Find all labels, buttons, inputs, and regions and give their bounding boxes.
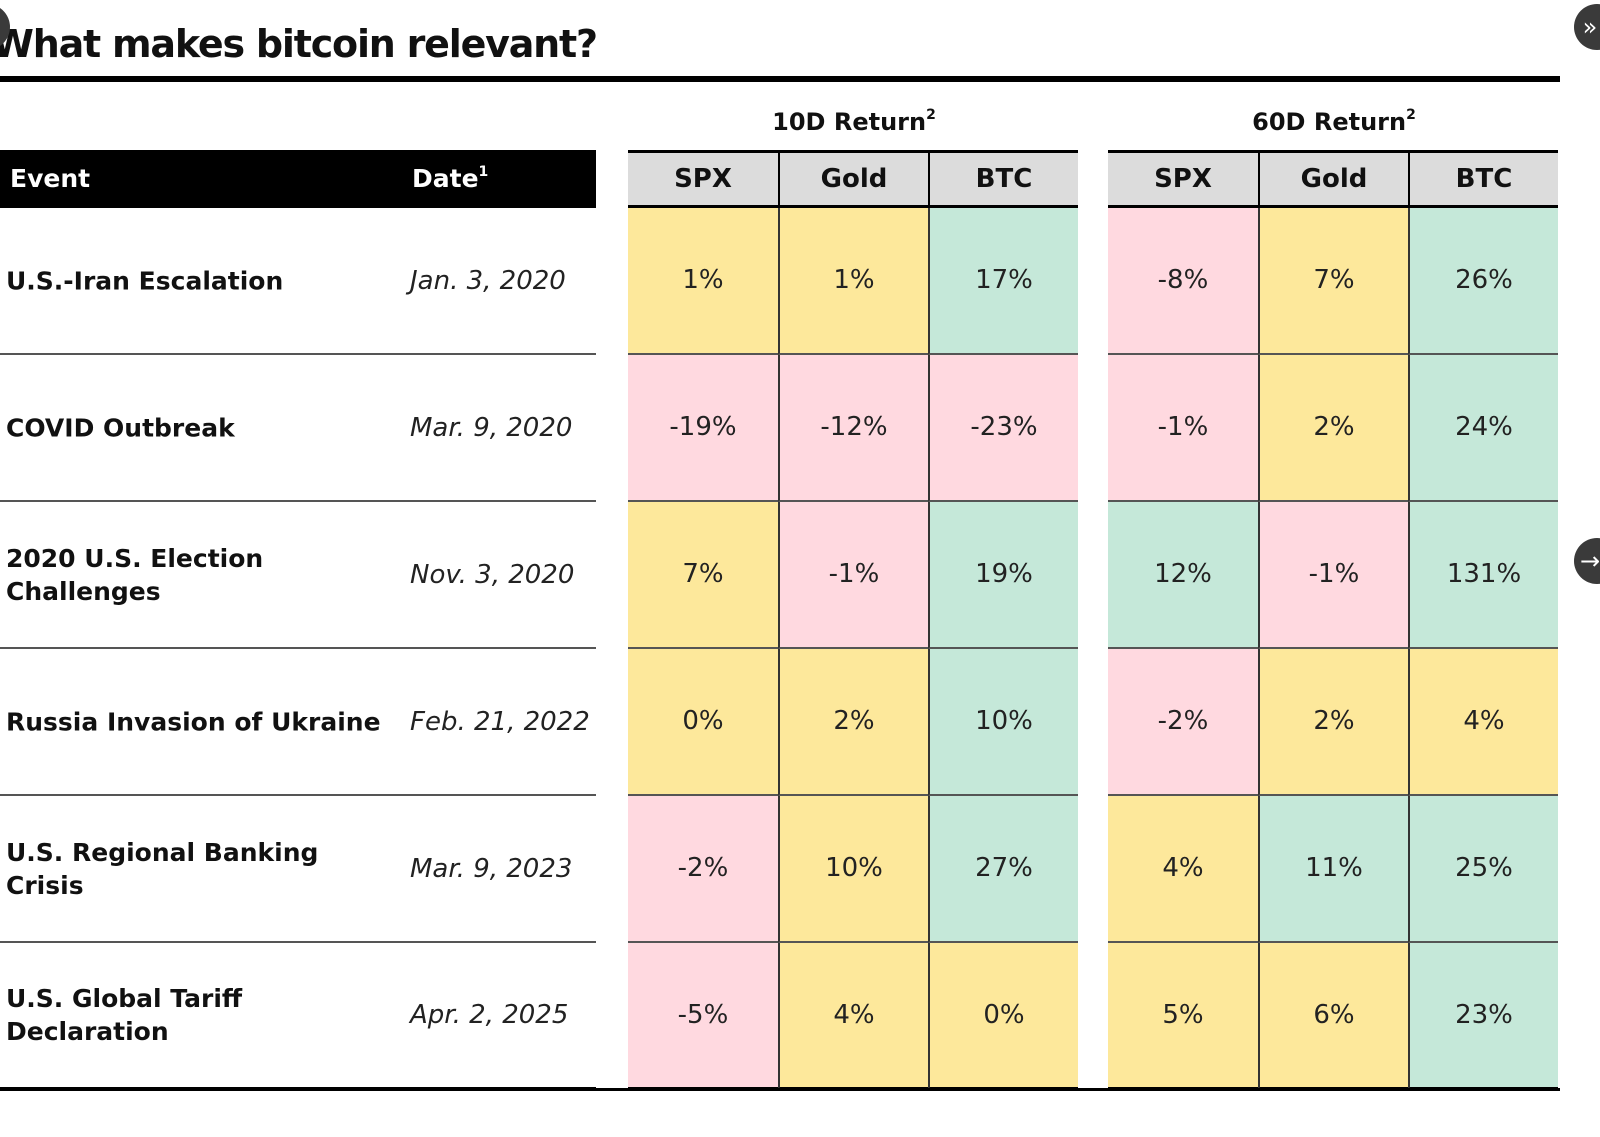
event-name: U.S.-Iran Escalation	[6, 266, 284, 295]
return-cell-10d-btc: 10%	[928, 649, 1078, 796]
return-cell-10d-gold: 1%	[778, 208, 928, 355]
return-cell-10d-spx: 7%	[628, 502, 778, 649]
table-row: Russia Invasion of Ukraine Feb. 21, 2022	[0, 649, 596, 796]
event-date: Jan. 3, 2020	[410, 265, 566, 296]
return-cell-10d-btc: 17%	[928, 208, 1078, 355]
return-cell-60d-spx: -8%	[1108, 208, 1258, 355]
return-cell-60d-gold: 2%	[1258, 355, 1408, 502]
return-cell-60d-btc: 4%	[1408, 649, 1558, 796]
event-date: Mar. 9, 2023	[410, 853, 573, 884]
return-cell-60d-spx: 4%	[1108, 796, 1258, 943]
return-cell-10d-gold: 4%	[778, 943, 928, 1090]
group-footnote: 2	[1406, 107, 1416, 123]
return-cell-10d-gold: 2%	[778, 649, 928, 796]
return-cell-10d-spx: -19%	[628, 355, 778, 502]
group-footnote: 2	[926, 107, 936, 123]
return-cell-10d-spx: 0%	[628, 649, 778, 796]
event-date: Apr. 2, 2025	[410, 1000, 569, 1030]
return-cell-10d-spx: 1%	[628, 208, 778, 355]
return-cell-60d-gold: 11%	[1258, 796, 1408, 943]
event-date: Nov. 3, 2020	[410, 559, 575, 590]
returns-60d-group-header: 60D Return2	[1108, 104, 1560, 140]
table-row: U.S. Global Tariff Declaration Apr. 2, 20…	[0, 943, 596, 1090]
group-label: 10D Return	[772, 108, 927, 136]
return-cell-60d-btc: 24%	[1408, 355, 1558, 502]
title-rule	[0, 76, 1560, 82]
return-cell-60d-btc: 131%	[1408, 502, 1558, 649]
date-header-label: Date	[412, 164, 479, 193]
return-cell-10d-btc: 0%	[928, 943, 1078, 1090]
return-cell-10d-btc: 27%	[928, 796, 1078, 943]
event-name: U.S. Regional Banking Crisis	[6, 837, 319, 900]
column-header-btc: BTC	[928, 150, 1078, 208]
chevron-icon[interactable]	[0, 4, 10, 50]
event-date: Mar. 9, 2020	[410, 412, 573, 443]
return-cell-10d-gold: -1%	[778, 502, 928, 649]
table-row: 2020 U.S. Election Challenges Nov. 3, 202…	[0, 502, 596, 649]
event-name: Russia Invasion of Ukraine	[6, 707, 381, 736]
table-row: U.S. Regional Banking Crisis Mar. 9, 2023	[0, 796, 596, 943]
event-name: U.S. Global Tariff Declaration	[6, 984, 243, 1046]
double-chevron-right-icon[interactable]: »	[1574, 4, 1600, 50]
table-row: COVID Outbreak Mar. 9, 2020	[0, 355, 596, 502]
return-cell-10d-spx: -2%	[628, 796, 778, 943]
return-cell-60d-spx: 5%	[1108, 943, 1258, 1090]
column-header-gold: Gold	[1258, 150, 1408, 208]
return-cell-10d-btc: 19%	[928, 502, 1078, 649]
arrow-right-icon[interactable]: →	[1574, 538, 1600, 584]
table-bottom-rule	[0, 1088, 1560, 1091]
date-column-header: Date1	[412, 150, 488, 208]
return-cell-10d-gold: -12%	[778, 355, 928, 502]
return-cell-10d-gold: 10%	[778, 796, 928, 943]
column-header-spx: SPX	[628, 150, 778, 208]
event-name: COVID Outbreak	[6, 413, 235, 442]
page-title: What makes bitcoin relevant?	[0, 22, 598, 66]
return-cell-60d-spx: -1%	[1108, 355, 1258, 502]
table-row: U.S.-Iran Escalation Jan. 3, 2020	[0, 208, 596, 355]
group-label: 60D Return	[1252, 108, 1407, 136]
event-name: 2020 U.S. Election Challenges	[6, 543, 264, 606]
return-cell-60d-gold: 6%	[1258, 943, 1408, 1090]
column-header-spx: SPX	[1108, 150, 1258, 208]
column-header-btc: BTC	[1408, 150, 1558, 208]
event-date: Feb. 21, 2022	[410, 706, 590, 737]
return-cell-60d-gold: 2%	[1258, 649, 1408, 796]
return-cell-60d-gold: -1%	[1258, 502, 1408, 649]
column-header-gold: Gold	[778, 150, 928, 208]
return-cell-60d-btc: 26%	[1408, 208, 1558, 355]
event-column-header: Event	[10, 164, 91, 193]
return-cell-60d-spx: -2%	[1108, 649, 1258, 796]
return-cell-10d-spx: -5%	[628, 943, 778, 1090]
return-cell-10d-btc: -23%	[928, 355, 1078, 502]
date-footnote: 1	[478, 163, 489, 180]
return-cell-60d-gold: 7%	[1258, 208, 1408, 355]
return-cell-60d-btc: 25%	[1408, 796, 1558, 943]
return-cell-60d-btc: 23%	[1408, 943, 1558, 1090]
returns-10d-group-header: 10D Return2	[628, 104, 1080, 140]
return-cell-60d-spx: 12%	[1108, 502, 1258, 649]
event-date-header: Event Date1	[0, 150, 596, 208]
